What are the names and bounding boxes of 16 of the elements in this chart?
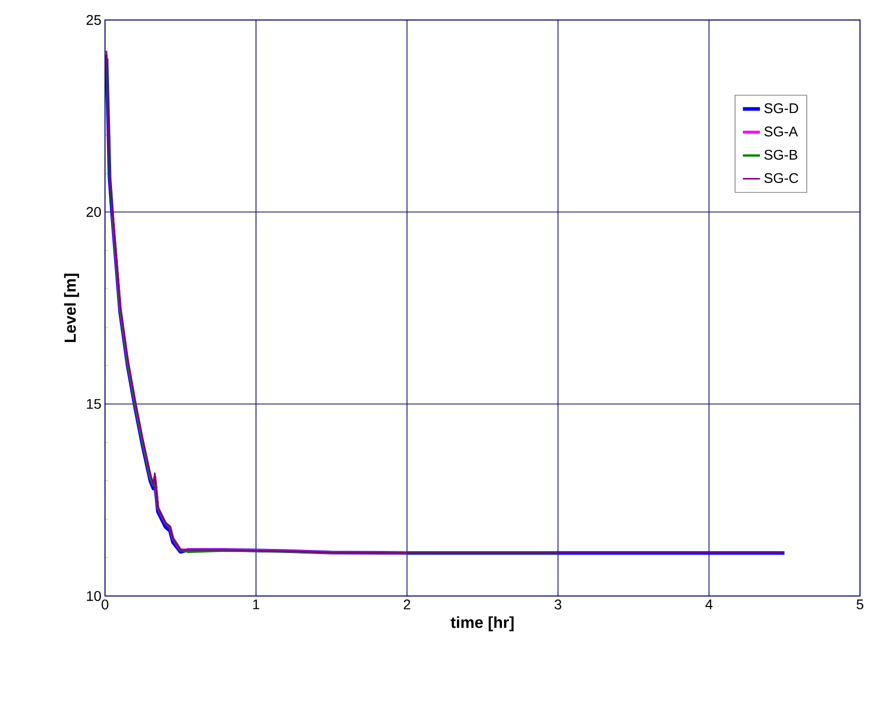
y-tick-label: 10 xyxy=(86,591,101,601)
y-tick-label: 20 xyxy=(86,207,101,217)
legend-label: SG-A xyxy=(764,126,798,136)
legend-label: SG-B xyxy=(764,150,798,160)
legend-label: SG-D xyxy=(764,103,798,114)
x-tick-label: 5 xyxy=(856,600,864,610)
legend-label: SG-C xyxy=(764,173,798,184)
x-tick-label: 0 xyxy=(102,600,108,610)
y-axis-title: Level [m] xyxy=(64,274,80,342)
x-tick-label: 4 xyxy=(705,600,712,610)
x-axis-title: time [hr] xyxy=(450,616,514,632)
x-tick-label: 1 xyxy=(253,600,260,610)
x-tick-label: 3 xyxy=(554,600,562,610)
y-tick-label: 25 xyxy=(86,15,101,25)
x-tick-label: 2 xyxy=(404,600,410,610)
y-tick-label: 15 xyxy=(86,399,101,409)
